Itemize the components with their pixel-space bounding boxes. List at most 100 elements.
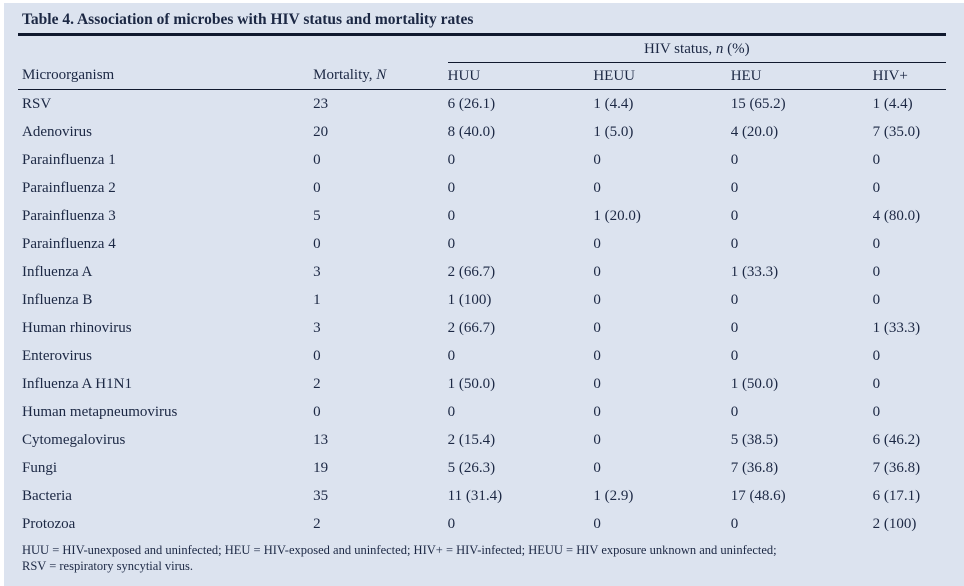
cell-mortality: 3 xyxy=(313,263,321,280)
cell-mortality: 20 xyxy=(313,123,329,140)
col-header-huu: HUU xyxy=(447,62,594,90)
cell-heuu: 0 xyxy=(593,515,601,532)
cell-heuu: 1 (20.0) xyxy=(593,207,641,224)
cell-heuu: 0 xyxy=(593,179,601,196)
table-row: Protozoa 2 0 0 0 2 (100) xyxy=(18,510,946,538)
cell-microorganism: Human metapneumovirus xyxy=(22,403,178,420)
table-row: Parainfluenza 1 0 0 0 0 0 xyxy=(18,146,946,174)
cell-microorganism: Parainfluenza 2 xyxy=(22,179,116,196)
cell-mortality: 1 xyxy=(313,291,321,308)
col-header-mortality-italic-N: N xyxy=(376,67,387,84)
cell-heuu: 1 (2.9) xyxy=(593,487,634,504)
cell-huu: 0 xyxy=(447,151,456,168)
table-row: Adenovirus 20 8 (40.0) 1 (5.0) 4 (20.0) 7 (35… xyxy=(18,118,946,146)
cell-heu: 0 xyxy=(730,403,739,420)
cell-mortality: 0 xyxy=(313,403,321,420)
cell-microorganism: Protozoa xyxy=(22,515,76,532)
col-header-heu: HEU xyxy=(730,62,873,90)
cell-heu: 7 (36.8) xyxy=(730,459,779,476)
cell-huu: 6 (26.1) xyxy=(447,95,496,112)
cell-microorganism: Cytomegalovirus xyxy=(22,431,126,448)
footnote: HUU = HIV-unexposed and uninfected; HEU … xyxy=(18,542,946,574)
cell-hiv-positive: 0 xyxy=(872,235,881,252)
group-header-italic-n: n xyxy=(715,40,724,57)
cell-mortality: 19 xyxy=(313,459,329,476)
cell-mortality: 23 xyxy=(313,95,329,112)
cell-heu: 17 (48.6) xyxy=(730,487,786,504)
cell-huu: 11 (31.4) xyxy=(447,487,503,504)
cell-hiv-positive: 6 (46.2) xyxy=(872,431,921,448)
table-row: Parainfluenza 3 5 0 1 (20.0) 0 4 (80.0) xyxy=(18,202,946,230)
table-row: Human metapneumovirus 0 0 0 0 0 xyxy=(18,398,946,426)
cell-microorganism: Parainfluenza 4 xyxy=(22,235,116,252)
cell-hiv-positive: 2 (100) xyxy=(872,515,917,532)
cell-heuu: 0 xyxy=(593,291,601,308)
cell-hiv-positive: 6 (17.1) xyxy=(872,487,921,504)
cell-microorganism: Human rhinovirus xyxy=(22,319,132,336)
cell-mortality: 2 xyxy=(313,515,321,532)
cell-heuu: 0 xyxy=(593,319,601,336)
cell-microorganism: RSV xyxy=(22,95,52,112)
cell-heu: 0 xyxy=(730,291,739,308)
group-header-row: HIV status, n (%) xyxy=(18,36,946,63)
cell-mortality: 13 xyxy=(313,431,329,448)
table-row: Influenza B 1 1 (100) 0 0 0 xyxy=(18,286,946,314)
cell-hiv-positive: 0 xyxy=(872,291,881,308)
cell-heuu: 1 (4.4) xyxy=(593,95,634,112)
cell-huu: 0 xyxy=(447,515,456,532)
col-header-mortality: Mortality, N xyxy=(313,62,448,90)
cell-huu: 5 (26.3) xyxy=(447,459,496,476)
cell-heuu: 0 xyxy=(593,403,601,420)
table-row: Parainfluenza 4 0 0 0 0 0 xyxy=(18,230,946,258)
cell-heuu: 0 xyxy=(593,459,601,476)
cell-microorganism: Parainfluenza 3 xyxy=(22,207,116,224)
cell-hiv-positive: 0 xyxy=(872,403,881,420)
cell-heu: 1 (50.0) xyxy=(730,375,779,392)
table-row: Influenza A 3 2 (66.7) 0 1 (33.3) 0 xyxy=(18,258,946,286)
cell-mortality: 0 xyxy=(313,151,321,168)
cell-mortality: 35 xyxy=(313,487,329,504)
cell-huu: 1 (100) xyxy=(447,291,492,308)
hiv-status-group-header: HIV status, n (%) xyxy=(447,36,946,63)
col-header-microorganism: Microorganism xyxy=(18,62,314,90)
cell-hiv-positive: 0 xyxy=(872,375,881,392)
table-row: Cytomegalovirus 13 2 (15.4) 0 5 (38.5) 6 (46.… xyxy=(18,426,946,454)
col-header-mortality-text: Mortality, xyxy=(313,67,377,84)
cell-heuu: 0 xyxy=(593,347,601,364)
cell-heu: 0 xyxy=(730,319,739,336)
cell-hiv-positive: 4 (80.0) xyxy=(872,207,921,224)
cell-hiv-positive: 1 (4.4) xyxy=(872,95,913,112)
cell-heuu: 1 (5.0) xyxy=(593,123,634,140)
cell-mortality: 2 xyxy=(313,375,321,392)
cell-huu: 0 xyxy=(447,207,456,224)
table-panel: Table 4. Association of microbes with HI… xyxy=(4,3,964,586)
cell-mortality: 0 xyxy=(313,347,321,364)
cell-microorganism: Fungi xyxy=(22,459,58,476)
cell-heu: 5 (38.5) xyxy=(730,431,779,448)
cell-heu: 0 xyxy=(730,179,739,196)
cell-microorganism: Influenza B xyxy=(22,291,93,308)
cell-heuu: 0 xyxy=(593,431,601,448)
footnote-line-1: HUU = HIV-unexposed and uninfected; HEU … xyxy=(22,543,777,557)
cell-heu: 0 xyxy=(730,235,739,252)
cell-hiv-positive: 0 xyxy=(872,263,881,280)
cell-hiv-positive: 0 xyxy=(872,179,881,196)
cell-microorganism: Influenza A xyxy=(22,263,93,280)
table-row: Human rhinovirus 3 2 (66.7) 0 0 1 (33.3) xyxy=(18,314,946,342)
cell-huu: 1 (50.0) xyxy=(447,375,496,392)
table-row: Influenza A H1N1 2 1 (50.0) 0 1 (50.0) 0 xyxy=(18,370,946,398)
column-header-row: Microorganism Mortality, N HUU HEUU HEU … xyxy=(18,62,946,90)
cell-heu: 4 (20.0) xyxy=(730,123,779,140)
cell-heu: 0 xyxy=(730,207,739,224)
cell-microorganism: Adenovirus xyxy=(22,123,92,140)
col-header-heuu: HEUU xyxy=(593,62,731,90)
cell-heuu: 0 xyxy=(593,263,601,280)
cell-microorganism: Bacteria xyxy=(22,487,72,504)
cell-heuu: 0 xyxy=(593,235,601,252)
table-row: Enterovirus 0 0 0 0 0 xyxy=(18,342,946,370)
cell-mortality: 0 xyxy=(313,179,321,196)
cell-heu: 1 (33.3) xyxy=(730,263,779,280)
group-header-suffix: (%) xyxy=(723,40,750,57)
col-header-hiv-positive: HIV+ xyxy=(872,62,946,90)
table-row: Bacteria 35 11 (31.4) 1 (2.9) 17 (48.6) 6 (17… xyxy=(18,482,946,510)
